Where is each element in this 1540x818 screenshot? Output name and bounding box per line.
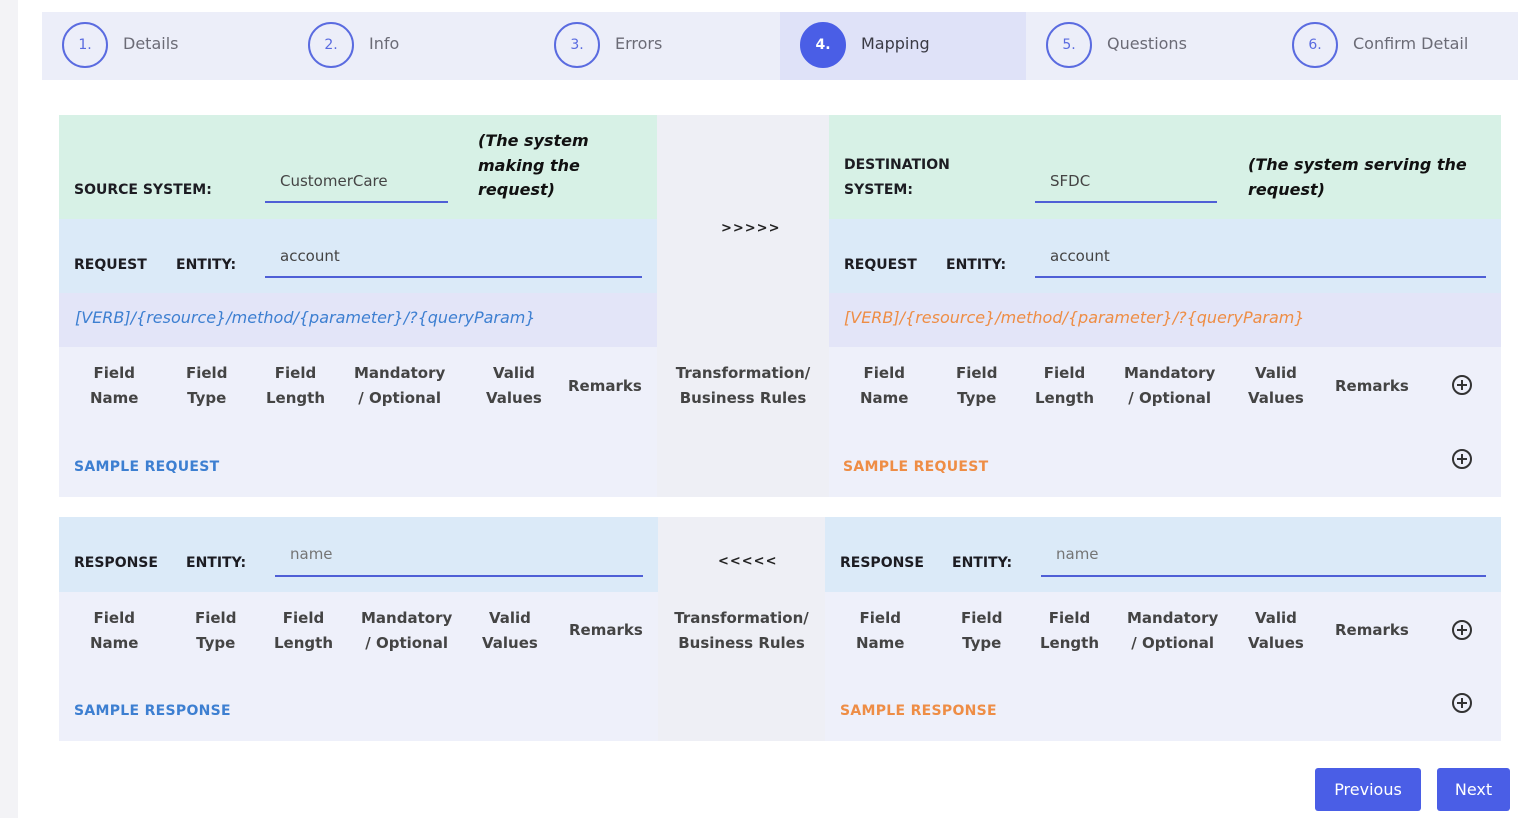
step-number: 4. [800,22,846,68]
destination-response-entity-row: RESPONSE ENTITY: [825,517,1501,592]
source-response-entity-input[interactable] [275,533,643,577]
col-remarks: Remarks [1335,621,1409,639]
request-transformation-column: >>>>> Transformation/Business Rules [657,115,829,497]
col-field-name: Field Name [856,609,905,652]
step-errors[interactable]: 3. Errors [534,12,780,80]
source-request-fields: Field Name Field Type Field Length Mandator… [59,347,657,497]
col-remarks: Remarks [1335,377,1409,395]
destination-response-entity-input[interactable] [1041,533,1486,577]
add-sample-request-icon[interactable] [1452,449,1472,469]
col-field-type: Field Type [186,364,228,407]
destination-sample-request-link[interactable]: SAMPLE REQUEST [843,459,989,475]
destination-system-label: DESTINATION SYSTEM: [844,157,950,198]
step-info[interactable]: 2. Info [288,12,534,80]
step-number: 3. [554,22,600,68]
col-valid-values: Valid Values [482,609,538,652]
col-mandatory-optional: Mandatory / Optional [1127,609,1219,652]
add-request-field-icon[interactable] [1452,375,1472,395]
step-label: Mapping [861,34,930,53]
col-field-type: Field Type [961,609,1003,652]
source-request-entity-row: REQUEST ENTITY: [59,219,657,293]
step-number: 1. [62,22,108,68]
step-questions[interactable]: 5. Questions [1026,12,1272,80]
destination-request-fields: Field Name Field Type Field Length Mandator… [829,347,1501,497]
step-number: 5. [1046,22,1092,68]
col-field-length: Field Length [266,364,325,407]
col-valid-values: Valid Values [486,364,542,407]
destination-request-entity-row: REQUEST ENTITY: [829,219,1501,293]
destination-request-entity-input[interactable] [1035,235,1486,278]
add-response-field-icon[interactable] [1452,620,1472,640]
source-system-row: SOURCE SYSTEM: (The system making the re… [59,115,657,219]
source-request-label: REQUEST [74,257,147,273]
step-details[interactable]: 1. Details [42,12,288,80]
source-sample-request-link[interactable]: SAMPLE REQUEST [74,459,220,475]
col-field-name: Field Name [90,364,139,407]
col-field-type: Field Type [195,609,237,652]
col-mandatory-optional: Mandatory / Optional [361,609,453,652]
source-system-label: SOURCE SYSTEM: [74,182,212,198]
step-label: Info [369,34,400,53]
destination-request-label: REQUEST [844,257,917,273]
step-mapping[interactable]: 4. Mapping [780,12,1026,80]
destination-system-row: DESTINATION SYSTEM: (The system serving … [829,115,1501,219]
source-response-label: RESPONSE [74,555,158,571]
col-field-length: Field Length [1035,364,1094,407]
step-label: Confirm Detail [1353,34,1469,53]
col-field-name: Field Name [860,364,909,407]
source-endpoint-row: [VERB]/{resource}/method/{parameter}/?{q… [59,293,657,347]
col-remarks: Remarks [568,377,642,395]
source-sample-response-link[interactable]: SAMPLE RESPONSE [74,703,231,719]
col-field-length: Field Length [274,609,333,652]
response-direction-arrows: <<<<< [718,554,778,569]
destination-system-note: (The system serving the request) [1248,155,1467,199]
destination-response-fields: Field Name Field Type Field Length Mandator… [825,592,1501,741]
destination-endpoint-row: [VERB]/{resource}/method/{parameter}/?{q… [829,293,1501,347]
col-field-length: Field Length [1040,609,1099,652]
wizard-stepper: 1. Details 2. Info 3. Errors 4. Mapping … [42,12,1518,80]
col-remarks: Remarks [569,621,643,639]
source-response-fields: Field Name Field Type Field Length Mandator… [59,592,658,741]
source-request-entity-input[interactable] [265,235,642,278]
source-endpoint-pattern: [VERB]/{resource}/method/{parameter}/?{q… [75,308,536,327]
col-mandatory-optional: Mandatory / Optional [1124,364,1216,407]
source-system-input[interactable] [265,161,448,203]
source-entity-label: ENTITY: [186,555,247,571]
col-transformation-rules: Transformation/Business Rules [675,364,811,407]
response-transformation-column: <<<<< Transformation/Business Rules [658,517,825,741]
source-entity-label: ENTITY: [176,257,237,273]
col-valid-values: Valid Values [1248,364,1304,407]
left-scroll-strip [0,0,18,818]
add-sample-response-icon[interactable] [1452,693,1472,713]
step-label: Errors [615,34,663,53]
col-field-name: Field Name [90,609,139,652]
destination-endpoint-pattern: [VERB]/{resource}/method/{parameter}/?{q… [844,308,1305,327]
source-system-note: (The system making the request) [478,131,589,199]
step-number: 6. [1292,22,1338,68]
step-label: Details [123,34,179,53]
source-response-entity-row: RESPONSE ENTITY: [59,517,658,592]
col-mandatory-optional: Mandatory / Optional [354,364,446,407]
next-button[interactable]: Next [1437,768,1510,811]
destination-entity-label: ENTITY: [946,257,1007,273]
destination-response-label: RESPONSE [840,555,924,571]
step-number: 2. [308,22,354,68]
col-valid-values: Valid Values [1248,609,1304,652]
step-label: Questions [1107,34,1187,53]
step-confirm-detail[interactable]: 6. Confirm Detail [1272,12,1518,80]
col-field-type: Field Type [956,364,998,407]
destination-system-input[interactable] [1035,161,1217,203]
request-direction-arrows: >>>>> [721,221,781,236]
destination-sample-response-link[interactable]: SAMPLE RESPONSE [840,703,997,719]
col-transformation-rules: Transformation/Business Rules [674,609,809,652]
destination-entity-label: ENTITY: [952,555,1013,571]
previous-button[interactable]: Previous [1315,768,1421,811]
